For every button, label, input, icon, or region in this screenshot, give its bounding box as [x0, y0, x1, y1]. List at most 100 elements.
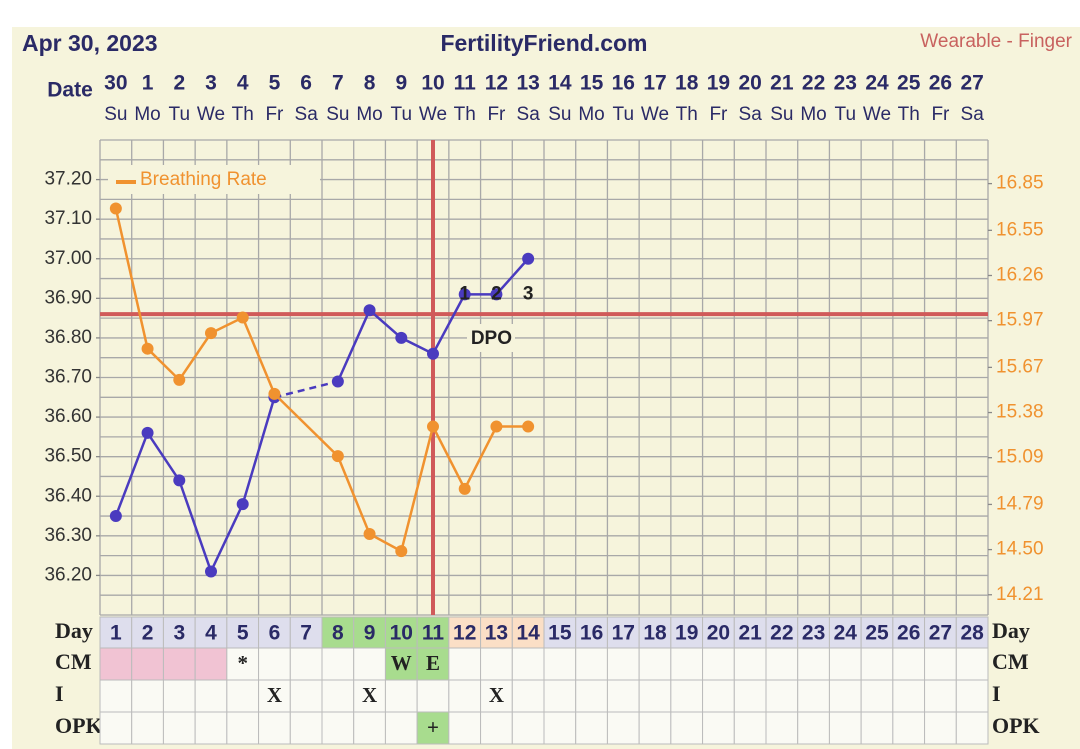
day-number: 1	[110, 622, 122, 645]
date-label: 24	[865, 72, 889, 95]
weekday-label: Fr	[487, 104, 506, 125]
y-tick-label: 36.90	[44, 287, 92, 308]
table-cell	[702, 647, 735, 681]
dpo-number: 1	[459, 283, 470, 304]
table-cell	[828, 711, 862, 745]
table-cell	[955, 711, 989, 745]
date-label: 25	[897, 72, 921, 95]
day-number: 10	[390, 622, 413, 645]
table-cell	[797, 647, 830, 681]
y2-tick-label: 16.55	[996, 219, 1044, 240]
cell-mark: X	[489, 683, 504, 707]
table-cell	[416, 711, 450, 745]
table-cell	[670, 616, 704, 650]
cell-mark: E	[426, 651, 440, 675]
table-cell	[321, 647, 355, 681]
data-point	[331, 450, 344, 463]
table-cell	[194, 647, 228, 681]
data-point	[427, 420, 439, 433]
date-label: 21	[770, 72, 794, 95]
data-point	[363, 528, 376, 541]
day-number: 22	[770, 622, 793, 645]
weekday-label: Th	[898, 104, 920, 125]
table-cell	[575, 711, 608, 745]
table-cell	[258, 711, 291, 745]
y-tick-label: 36.50	[44, 446, 92, 467]
table-cell	[226, 679, 260, 713]
date-label: 17	[643, 72, 666, 95]
table-cell	[765, 711, 799, 745]
y-tick-label: 36.60	[44, 406, 92, 427]
day-number: 28	[960, 622, 984, 645]
plot-marks: Breathing Rate 1 2 3 DPO	[100, 140, 988, 615]
table-cell	[480, 647, 513, 681]
table-cell	[575, 647, 608, 681]
table-cell	[480, 679, 513, 713]
data-point	[141, 426, 154, 439]
data-point	[268, 387, 281, 400]
data-point	[395, 331, 408, 344]
table-cell	[892, 647, 926, 681]
date-label: 3	[205, 72, 217, 95]
table-cell	[797, 679, 830, 713]
table-cell	[924, 711, 957, 745]
day-number: 9	[364, 622, 376, 645]
table-cell	[638, 679, 672, 713]
day-number: 17	[612, 622, 635, 645]
row-label-right: OPK	[992, 713, 1040, 738]
weekday-label: Tu	[835, 104, 856, 125]
row-label: OPK	[55, 713, 103, 738]
weekday-label: Th	[676, 104, 698, 125]
weekday-label: Th	[232, 104, 254, 125]
data-point	[205, 327, 217, 340]
table-cell	[384, 679, 418, 713]
row-label-right: CM	[992, 649, 1029, 674]
table-cell	[892, 679, 926, 713]
date-label: 23	[834, 72, 857, 95]
date-label: 5	[269, 72, 281, 95]
table-cell	[511, 647, 545, 681]
data-point	[395, 545, 408, 558]
table-cell	[733, 616, 767, 650]
table-cell	[162, 679, 196, 713]
table-cell	[99, 647, 133, 681]
y-tick-label: 36.20	[44, 564, 92, 585]
data-point	[458, 482, 471, 495]
table-cell	[733, 647, 767, 681]
table-cell	[955, 647, 989, 681]
cell-mark: W	[391, 651, 412, 675]
y2-tick-label: 15.67	[996, 356, 1044, 377]
table-cell	[543, 711, 577, 745]
weekday-label: Tu	[169, 104, 190, 125]
table-cell	[670, 647, 704, 681]
weekday-label: Tu	[613, 104, 634, 125]
table-cell	[353, 647, 386, 681]
weekday-label: Mo	[800, 104, 826, 125]
date-label: 4	[237, 72, 249, 95]
weekday-label: Tu	[391, 104, 412, 125]
weekday-label: Su	[326, 104, 349, 125]
cell-mark: *	[237, 651, 248, 675]
table-cell	[828, 647, 862, 681]
day-number: 7	[300, 622, 312, 645]
weekday-label: We	[197, 104, 225, 125]
table-cell	[575, 679, 608, 713]
row-label: Day	[55, 618, 93, 643]
gap-bridge	[274, 380, 339, 399]
day-number: 26	[897, 622, 920, 645]
date-label: 8	[364, 72, 376, 95]
table-cell	[194, 711, 228, 745]
grid	[96, 139, 992, 616]
table-cell	[606, 711, 640, 745]
table-cell	[828, 679, 862, 713]
table-cell	[448, 679, 482, 713]
day-number: 5	[237, 622, 249, 645]
y2-tick-label: 16.85	[996, 173, 1044, 194]
table-cell	[353, 616, 386, 650]
day-number: 8	[332, 622, 344, 645]
table-cell	[892, 711, 926, 745]
y2-tick-label: 14.21	[996, 584, 1044, 605]
weekday-label: Th	[454, 104, 476, 125]
table-cell	[321, 711, 355, 745]
